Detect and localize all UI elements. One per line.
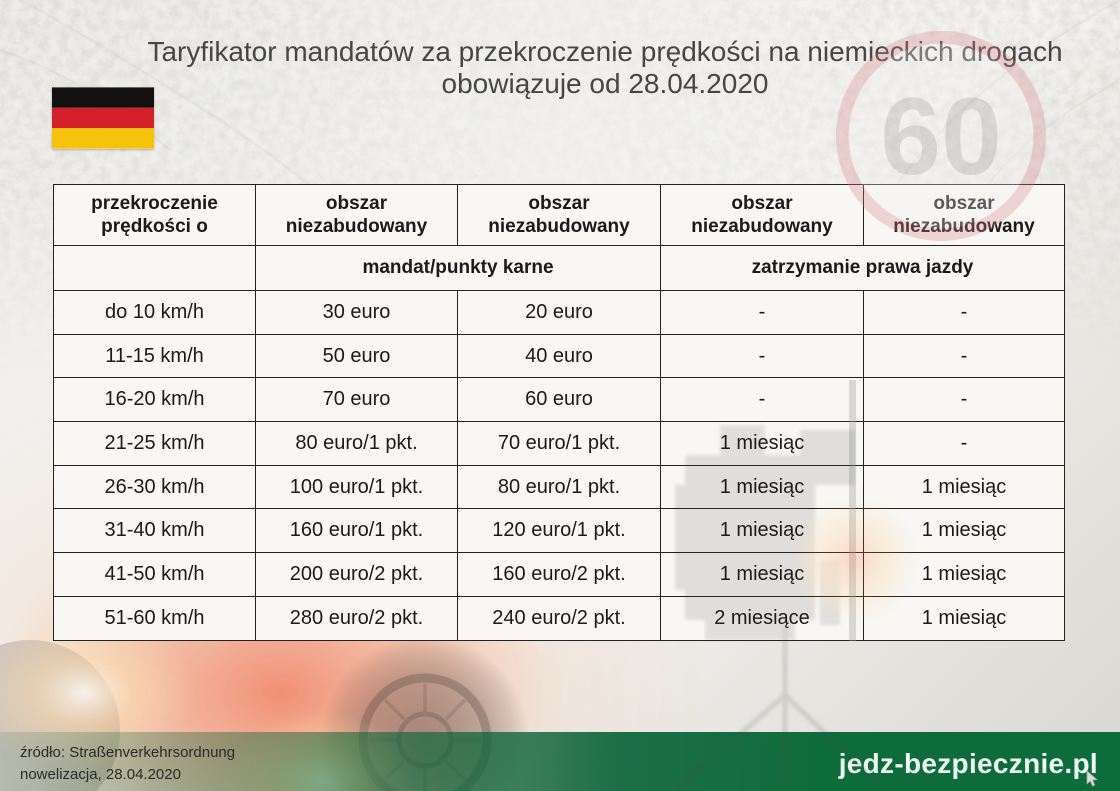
- svg-text:60: 60: [880, 76, 1001, 198]
